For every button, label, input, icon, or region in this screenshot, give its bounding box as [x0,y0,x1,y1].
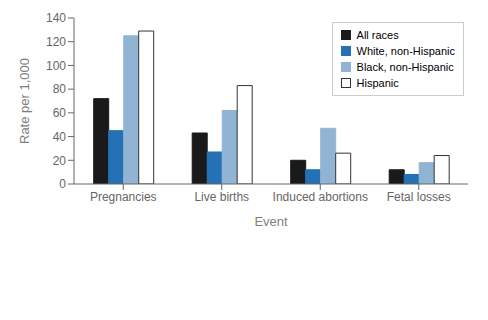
svg-text:Induced abortions: Induced abortions [273,190,368,204]
html-text:All races: All races [356,29,399,41]
svg-text:Rate per 1,000: Rate per 1,000 [17,58,32,144]
svg-text:120: 120 [46,35,66,49]
svg-text:Pregnancies: Pregnancies [90,190,157,204]
svg-text:140: 140 [46,11,66,25]
svg-text:20: 20 [53,154,67,168]
html-text:Hispanic: Hispanic [356,77,399,89]
svg-text:Event: Event [254,214,288,229]
html-text:Black, non-Hispanic: Black, non-Hispanic [356,61,454,73]
svg-text:Live births: Live births [194,190,249,204]
svg-text:40: 40 [53,130,67,144]
svg-text:80: 80 [53,82,67,96]
svg-text:Fetal losses: Fetal losses [387,190,451,204]
svg-text:60: 60 [53,106,67,120]
html-text:White, non-Hispanic: White, non-Hispanic [356,45,455,57]
svg-text:100: 100 [46,59,66,73]
svg-text:0: 0 [59,177,66,191]
